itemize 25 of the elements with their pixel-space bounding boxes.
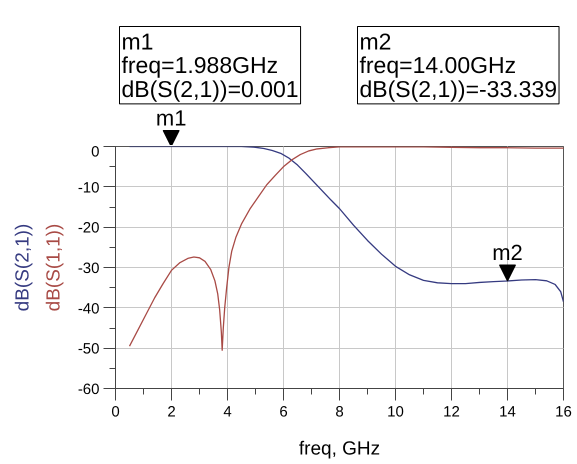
x-tick-label: 2 [167, 404, 176, 420]
text: dB(S(1,1)) [44, 224, 64, 312]
x-tick-label: 12 [443, 404, 460, 420]
text: m1 freq=1.988GHz dB(S(2,1))=0.001 [122, 28, 299, 102]
x-tick-label: 16 [555, 404, 572, 420]
y-tick-label: -40 [78, 300, 100, 318]
y-tick-label: -20 [78, 220, 100, 237]
x-tick-label: 6 [279, 404, 288, 420]
line-series [128, 146, 564, 302]
x-tick-label: 10 [387, 404, 404, 420]
y-tick-label: -60 [78, 381, 100, 398]
text: m2 freq=14.00GHz dB(S(2,1))=-33.339 [360, 28, 558, 102]
line-series [128, 146, 564, 351]
text: dB(S(2,1)) [12, 224, 34, 312]
annotation: m1 [156, 105, 186, 130]
y-tick-label: 0 [91, 144, 100, 160]
x-axis-title: freq, GHz [298, 438, 380, 460]
x-tick-label: 14 [499, 404, 516, 420]
x-tick-label: 4 [223, 404, 232, 420]
x-tick-label: 8 [335, 404, 344, 420]
y-tick-label: -50 [78, 340, 100, 358]
annotation: m2 [492, 240, 523, 265]
x-tick-label: 0 [111, 404, 120, 420]
y-tick-label: -30 [78, 260, 100, 277]
y-tick-label: -10 [78, 179, 100, 196]
